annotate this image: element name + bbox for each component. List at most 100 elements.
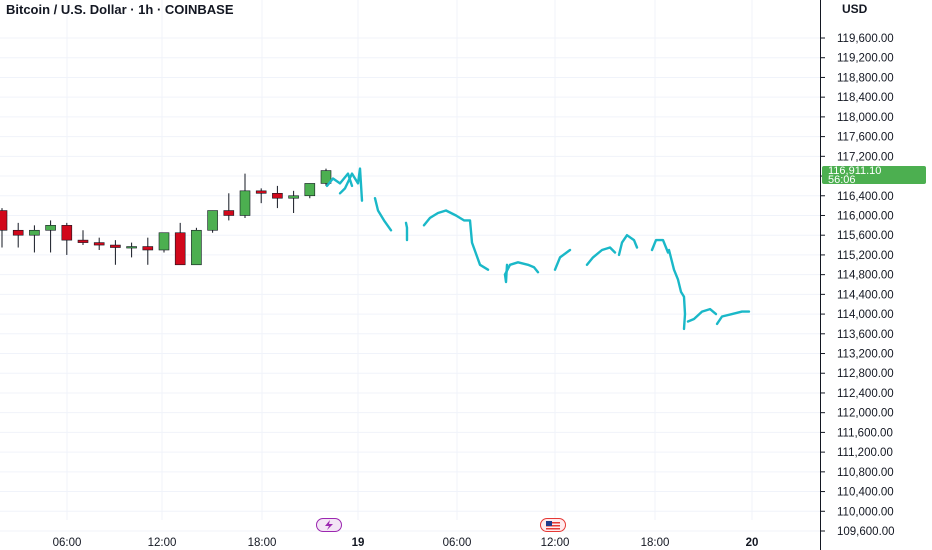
- candle: [304, 183, 316, 199]
- candle-body-down: [223, 210, 235, 216]
- bar-countdown: 56:06: [828, 174, 856, 186]
- candle-body-up: [126, 246, 137, 249]
- last-price-value: 116,911.10: [828, 165, 882, 177]
- symbol-title[interactable]: Bitcoin / U.S. Dollar · 1h · COINBASE: [6, 2, 234, 17]
- price-tick-label: 113,200.00: [837, 349, 894, 361]
- time-tick-label: 19: [352, 537, 365, 549]
- candle: [12, 222, 24, 248]
- price-tick-label: 111,600.00: [837, 427, 893, 439]
- projection-stroke: [585, 246, 617, 266]
- projection-stroke: [553, 248, 572, 271]
- projection-stroke: [503, 261, 540, 276]
- candle-body-down: [0, 210, 8, 231]
- candle: [158, 232, 170, 253]
- candle-body-up: [158, 232, 170, 251]
- candle-body-down: [255, 190, 267, 194]
- candle-body-up: [304, 183, 316, 197]
- candle: [142, 237, 154, 265]
- candle: [272, 185, 283, 209]
- price-axis[interactable]: 119,600.00 119,200.00 118,800.00 118,400.00…: [820, 33, 895, 538]
- candle-body-down: [110, 244, 121, 248]
- time-tick-label: 18:00: [248, 537, 277, 549]
- candle: [29, 225, 40, 253]
- price-tick-label: 109,600.00: [837, 526, 895, 538]
- candle-body-down: [12, 229, 24, 236]
- candle: [110, 240, 121, 265]
- candle: [207, 210, 218, 233]
- projection-stroke: [404, 221, 409, 242]
- price-tick-label: 113,600.00: [837, 329, 894, 341]
- price-tick-label: 110,000.00: [837, 506, 894, 518]
- price-tick-label: 118,400.00: [837, 92, 894, 104]
- time-tick-label: 20: [746, 537, 759, 549]
- last-price-tag: 116,911.10 56:06: [822, 165, 926, 186]
- projection-stroke: [338, 167, 364, 202]
- price-tick-label: 116,000.00: [837, 210, 894, 222]
- time-tick-label: 18:00: [641, 537, 670, 549]
- price-tick-label: 116,400.00: [837, 191, 894, 203]
- candle: [126, 242, 137, 258]
- currency-label[interactable]: USD: [842, 2, 868, 16]
- candle: [93, 237, 105, 250]
- price-tick-label: 118,000.00: [837, 112, 894, 124]
- candle: [174, 222, 186, 266]
- time-tick-label: 12:00: [541, 537, 570, 549]
- candle-body-up: [45, 225, 56, 231]
- time-axis[interactable]: 06:00 12:00 18:00 19 06:00 12:00 18:00 20: [53, 537, 759, 549]
- candle: [320, 168, 332, 186]
- projection-stroke: [503, 263, 509, 284]
- price-tick-label: 110,800.00: [837, 467, 894, 479]
- candle-body-down: [93, 242, 105, 246]
- candle: [255, 188, 267, 204]
- candle: [288, 190, 299, 214]
- projection-stroke: [686, 307, 718, 323]
- price-tick-label: 117,200.00: [837, 151, 894, 163]
- price-tick-label: 115,200.00: [837, 250, 894, 262]
- price-tick-label: 119,200.00: [837, 53, 894, 65]
- candle: [0, 208, 8, 248]
- lightning-event-icon[interactable]: [316, 518, 342, 532]
- candle-body-up: [288, 195, 299, 199]
- price-tick-label: 114,800.00: [837, 270, 894, 282]
- us-flag-event-icon[interactable]: [540, 518, 566, 532]
- time-tick-label: 06:00: [53, 537, 82, 549]
- candlestick-series: [0, 168, 332, 266]
- time-tick-label: 12:00: [148, 537, 177, 549]
- chart-grid: [0, 0, 820, 532]
- projection-stroke: [373, 197, 393, 232]
- projection-stroke: [667, 248, 687, 331]
- price-tick-label: 117,600.00: [837, 132, 894, 144]
- price-tick-label: 114,400.00: [837, 289, 894, 301]
- projection-stroke: [617, 234, 639, 257]
- time-tick-label: 06:00: [443, 537, 472, 549]
- price-tick-label: 115,600.00: [837, 230, 894, 242]
- price-tick-label: 112,800.00: [837, 368, 894, 380]
- hand-drawn-projection: [325, 167, 751, 331]
- price-tick-label: 112,400.00: [837, 388, 894, 400]
- candle: [223, 193, 235, 221]
- price-tick-label: 111,200.00: [837, 447, 893, 459]
- candle-body-up: [29, 229, 40, 236]
- candle: [45, 220, 56, 253]
- candle-body-down: [61, 225, 73, 241]
- candle-body-down: [142, 246, 154, 251]
- candle-body-down: [174, 232, 186, 266]
- candle: [239, 173, 251, 218]
- price-tick-label: 114,000.00: [837, 309, 894, 321]
- candle: [61, 222, 73, 255]
- projection-stroke: [715, 310, 751, 326]
- price-tick-label: 112,000.00: [837, 408, 894, 420]
- price-tick-label: 119,600.00: [837, 33, 894, 45]
- candle: [191, 227, 202, 266]
- projection-stroke: [650, 238, 670, 254]
- candle-body-down: [77, 239, 89, 243]
- candle-body-up: [239, 190, 251, 216]
- projection-stroke: [422, 209, 490, 271]
- price-tick-label: 110,400.00: [837, 487, 894, 499]
- candle-body-up: [207, 210, 218, 231]
- price-tick-label: 118,800.00: [837, 72, 894, 84]
- candle: [77, 230, 89, 246]
- candle-body-down: [272, 192, 283, 199]
- candle-body-up: [191, 229, 202, 266]
